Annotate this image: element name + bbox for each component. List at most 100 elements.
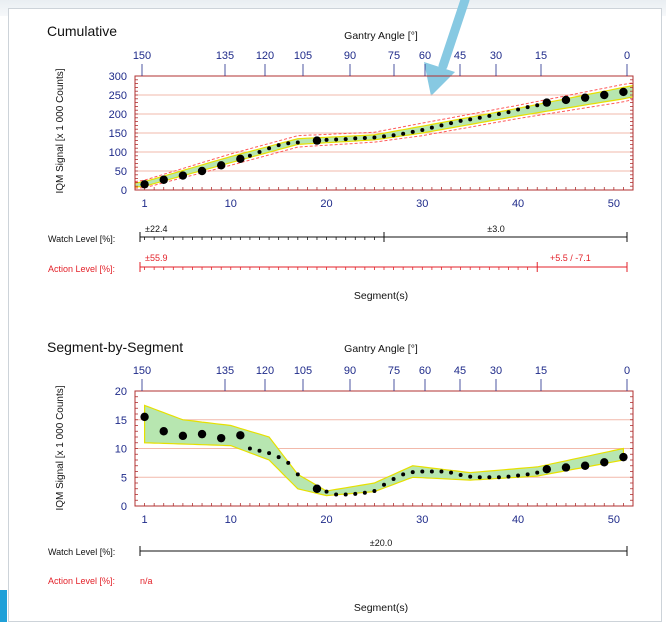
- data-point: [140, 180, 149, 189]
- data-point: [506, 474, 511, 479]
- data-point: [468, 474, 473, 479]
- y-tick-label: 250: [109, 90, 127, 102]
- y-tick-label: 150: [109, 128, 127, 140]
- x-tick-label: 1: [142, 198, 148, 210]
- data-point: [236, 154, 245, 164]
- data-point: [312, 484, 322, 493]
- x-tick-label: 40: [512, 198, 524, 210]
- data-point: [372, 135, 377, 140]
- x-tick-label: 20: [320, 514, 332, 526]
- y-tick-label: 0: [121, 501, 127, 513]
- data-point: [391, 133, 396, 138]
- top-tick-label: 105: [294, 365, 312, 377]
- data-point: [468, 117, 473, 122]
- data-point: [561, 463, 571, 472]
- data-point: [267, 451, 272, 456]
- segment-by-segment-chart: Segment-by-Segment Gantry Angle [°] 150 …: [47, 339, 634, 614]
- top-tick-labels: 150 135 120 105 90 75 60 45 30 15 0: [133, 365, 630, 377]
- data-point: [140, 412, 149, 422]
- data-point: [600, 458, 609, 467]
- data-point: [600, 90, 609, 100]
- chart-title: Segment-by-Segment: [47, 339, 183, 355]
- data-point: [286, 141, 291, 146]
- watch-level-label: Watch Level [%]:: [48, 547, 115, 557]
- data-point: [295, 472, 300, 477]
- data-point: [197, 166, 207, 176]
- top-tick-label: 15: [535, 50, 547, 62]
- data-point: [236, 431, 245, 440]
- x-tick-label: 10: [225, 514, 237, 526]
- y-tick-label: 200: [109, 109, 127, 121]
- top-tick-label: 60: [419, 50, 431, 62]
- data-point: [487, 113, 492, 118]
- data-point: [410, 470, 415, 475]
- data-point: [391, 476, 396, 481]
- data-point: [247, 446, 252, 451]
- data-point: [216, 433, 226, 443]
- data-point: [343, 137, 348, 142]
- action-level-label: Action Level [%]:: [48, 264, 115, 274]
- data-point: [496, 475, 501, 480]
- action-level-value: +5.5 / -7.1: [550, 253, 591, 263]
- data-point: [159, 175, 168, 184]
- levels-panel: Watch Level [%]: Action Level [%]: ±22.4…: [48, 224, 628, 274]
- data-point: [516, 473, 521, 478]
- y-tick-label: 50: [115, 166, 127, 178]
- data-point: [324, 137, 329, 142]
- top-tick-label: 135: [216, 50, 234, 62]
- data-point: [178, 171, 188, 180]
- data-point: [276, 455, 281, 460]
- top-tick-label: 75: [388, 365, 400, 377]
- data-point: [420, 469, 425, 474]
- data-point: [382, 482, 386, 487]
- data-point: [580, 461, 590, 470]
- data-point: [542, 465, 552, 474]
- data-point: [410, 129, 415, 134]
- chart-title: Cumulative: [47, 23, 117, 39]
- plot-area: 1 10 20 30 40 50 0 5 10 15 20: [115, 379, 634, 526]
- data-point: [496, 112, 501, 116]
- y-axis-title: IQM Signal [x 1 000 Counts]: [55, 385, 66, 510]
- x-tick-label: 20: [320, 198, 332, 210]
- top-axis-title: Gantry Angle [°]: [344, 343, 418, 355]
- top-tick-label: 75: [388, 50, 400, 62]
- y-tick-label: 100: [109, 147, 127, 159]
- pointer-arrow-icon: [424, 0, 470, 96]
- data-point: [324, 489, 329, 494]
- data-point: [197, 429, 207, 439]
- data-point: [343, 492, 348, 497]
- data-point: [178, 431, 188, 441]
- data-point: [619, 87, 628, 97]
- data-point: [429, 125, 434, 130]
- edge-tab: [0, 590, 7, 622]
- data-point: [353, 491, 358, 496]
- data-point: [159, 427, 168, 436]
- data-point: [216, 161, 226, 170]
- top-tick-label: 120: [256, 50, 274, 62]
- data-point: [334, 137, 339, 142]
- y-tick-label: 10: [115, 444, 127, 456]
- data-point: [286, 460, 291, 465]
- watch-level-value: ±20.0: [370, 538, 392, 548]
- watch-level-value: ±3.0: [487, 224, 504, 234]
- data-point: [401, 472, 406, 477]
- x-tick-label: 30: [416, 514, 428, 526]
- y-tick-label: 0: [121, 185, 127, 197]
- x-axis-title: Segment(s): [354, 290, 408, 302]
- data-point: [458, 118, 463, 123]
- data-point: [477, 115, 482, 120]
- plot-area: 1 10 20 30 40 50 0 50 100 150 200 250 300: [109, 64, 634, 210]
- x-tick-label: 40: [512, 514, 524, 526]
- data-point: [295, 140, 300, 145]
- top-tick-label: 45: [454, 365, 466, 377]
- y-axis-title: IQM Signal [x 1 000 Counts]: [55, 68, 66, 193]
- action-level-value: n/a: [140, 576, 153, 586]
- data-point: [458, 472, 463, 477]
- y-tick-label: 300: [109, 71, 127, 83]
- top-tick-label: 120: [256, 365, 274, 377]
- top-tick-label: 60: [419, 365, 431, 377]
- x-tick-label: 1: [142, 514, 148, 526]
- data-point: [257, 448, 262, 453]
- limit-line: [134, 99, 634, 189]
- data-point: [334, 492, 339, 497]
